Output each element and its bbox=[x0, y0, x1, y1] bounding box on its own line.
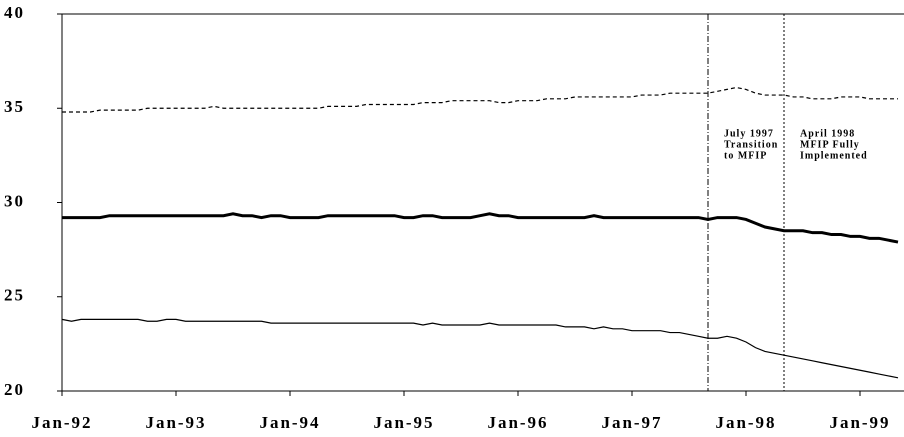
x-tick-label: Jan-99 bbox=[829, 413, 890, 432]
y-tick-label: 25 bbox=[4, 286, 25, 305]
series-line bbox=[61, 318, 899, 379]
x-tick-label: Jan-95 bbox=[373, 413, 434, 432]
x-tick-label: Jan-97 bbox=[601, 413, 662, 432]
event-label: to MFIP bbox=[724, 150, 767, 161]
series-line bbox=[62, 212, 899, 244]
event-label: Implemented bbox=[800, 150, 868, 161]
event-label: MFIP Fully bbox=[800, 139, 860, 150]
y-tick-label: 20 bbox=[4, 380, 25, 399]
event-label: July 1997 bbox=[724, 128, 774, 139]
event-label: Transition bbox=[724, 139, 778, 150]
x-tick-label: Jan-96 bbox=[487, 413, 548, 432]
y-tick-label: 35 bbox=[4, 97, 25, 116]
series-line bbox=[62, 86, 898, 113]
x-tick-label: Jan-94 bbox=[259, 413, 320, 432]
x-tick-label: Jan-92 bbox=[31, 413, 92, 432]
x-tick-label: Jan-98 bbox=[715, 413, 776, 432]
event-label: April 1998 bbox=[800, 128, 855, 139]
y-tick-label: 30 bbox=[4, 191, 25, 210]
x-tick-label: Jan-93 bbox=[145, 413, 206, 432]
y-tick-label: 40 bbox=[4, 3, 25, 22]
